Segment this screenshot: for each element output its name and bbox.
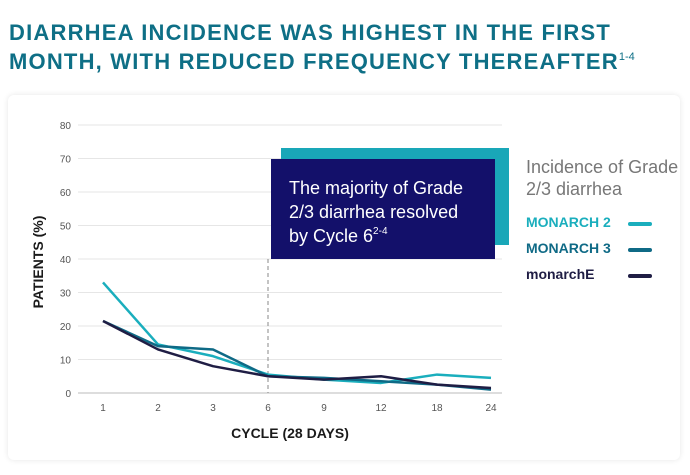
- callout-box: The majority of Grade 2/3 diarrhea resol…: [271, 159, 495, 259]
- x-tick-label: 9: [321, 403, 327, 414]
- x-tick-label: 18: [431, 403, 443, 414]
- legend-swatch: [628, 248, 652, 252]
- x-tick-label: 2: [155, 403, 161, 414]
- y-axis-label: PATIENTS (%): [30, 216, 46, 309]
- x-tick-label: 6: [265, 403, 271, 414]
- x-tick-labels: 1 2 3 6 9 12 18 24: [100, 403, 497, 414]
- legend-swatch: [628, 222, 652, 226]
- y-tick-label: 80: [60, 121, 72, 132]
- y-tick-labels: 0 10 20 30 40 50 60 70 80: [60, 121, 72, 400]
- legend-item: MONARCH 3: [526, 240, 611, 256]
- x-tick-label: 12: [375, 403, 387, 414]
- page-title: DIARRHEA INCIDENCE WAS HIGHEST IN THE FI…: [9, 20, 635, 74]
- x-tick-label: 24: [485, 403, 497, 414]
- series-line-monarch-2: [102, 281, 492, 385]
- x-tick-label: 1: [100, 403, 106, 414]
- series-line-monarche: [102, 319, 492, 390]
- y-tick-label: 70: [60, 155, 72, 166]
- legend-item: MONARCH 2: [526, 214, 611, 230]
- callout-superscript: 2-4: [373, 226, 388, 237]
- y-tick-label: 30: [60, 289, 72, 300]
- x-tick-label: 3: [210, 403, 216, 414]
- series-line-monarch-3: [102, 319, 492, 391]
- x-axis-label: CYCLE (28 DAYS): [231, 425, 349, 441]
- y-tick-label: 60: [60, 188, 72, 199]
- legend-swatch: [628, 274, 652, 278]
- legend-item: monarchE: [526, 266, 595, 282]
- title-superscript: 1-4: [618, 51, 635, 63]
- y-tick-label: 50: [60, 222, 72, 233]
- y-tick-label: 10: [60, 356, 72, 367]
- y-tick-label: 40: [60, 255, 72, 266]
- legend-title: Incidence of Grade 2/3 diarrhea: [526, 157, 679, 199]
- y-tick-label: 0: [65, 389, 71, 400]
- series-lines: [102, 281, 492, 391]
- y-tick-label: 20: [60, 322, 72, 333]
